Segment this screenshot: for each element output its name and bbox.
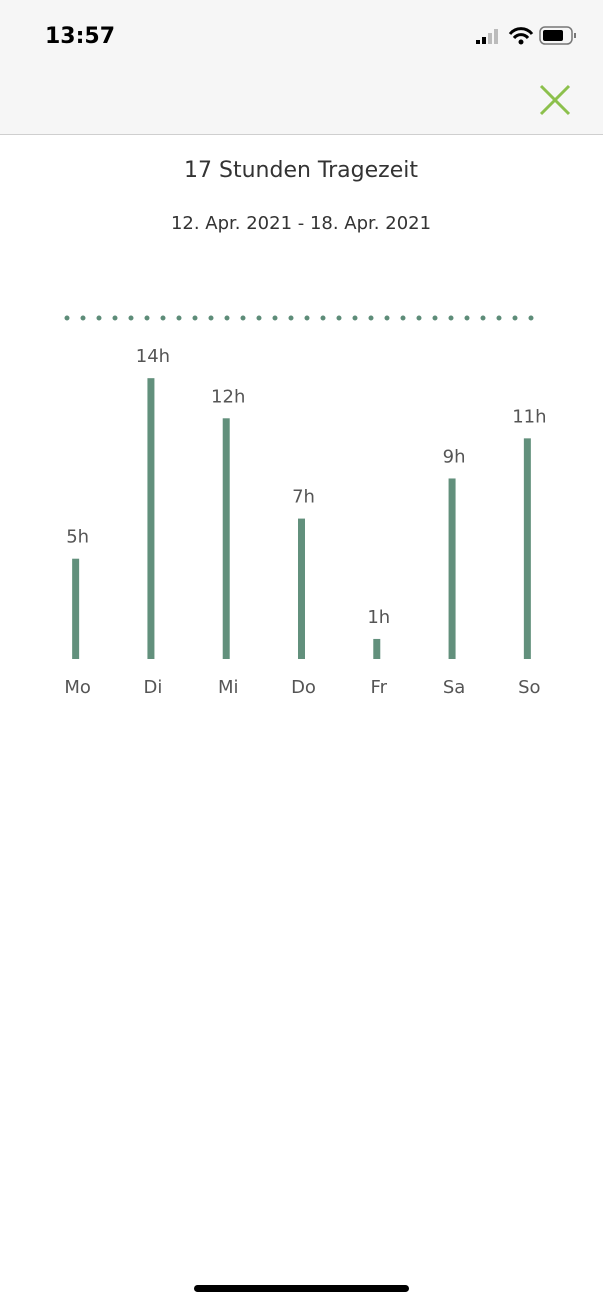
home-indicator: [194, 1285, 409, 1292]
bar: [222, 418, 230, 659]
status-icons: [476, 26, 576, 45]
x-tick-label: Do: [291, 677, 316, 698]
value-label: 14h: [136, 346, 170, 367]
x-tick-label: Mo: [64, 677, 91, 698]
chart-subtitle: 12. Apr. 2021 - 18. Apr. 2021: [171, 213, 431, 234]
bar: [147, 378, 155, 659]
value-label: 11h: [512, 406, 546, 427]
chart-title: 17 Stunden Tragezeit: [184, 158, 418, 183]
header-bg: [0, 0, 603, 134]
x-tick-label: Fr: [371, 677, 388, 698]
x-tick-label: Mi: [218, 677, 239, 698]
bar: [448, 478, 456, 659]
bar: [373, 638, 381, 659]
x-tick-label: So: [518, 677, 540, 698]
x-tick-label: Sa: [443, 677, 465, 698]
value-label: 5h: [66, 527, 89, 548]
value-label: 9h: [443, 446, 466, 467]
value-label: 12h: [211, 386, 245, 407]
bar: [523, 438, 531, 659]
status-time: 13:57: [45, 24, 115, 49]
value-label: 7h: [292, 487, 315, 508]
bar: [298, 518, 305, 659]
value-label: 1h: [367, 607, 390, 628]
x-tick-label: Di: [143, 677, 162, 698]
bar: [72, 558, 80, 659]
close-button[interactable]: [539, 84, 571, 116]
